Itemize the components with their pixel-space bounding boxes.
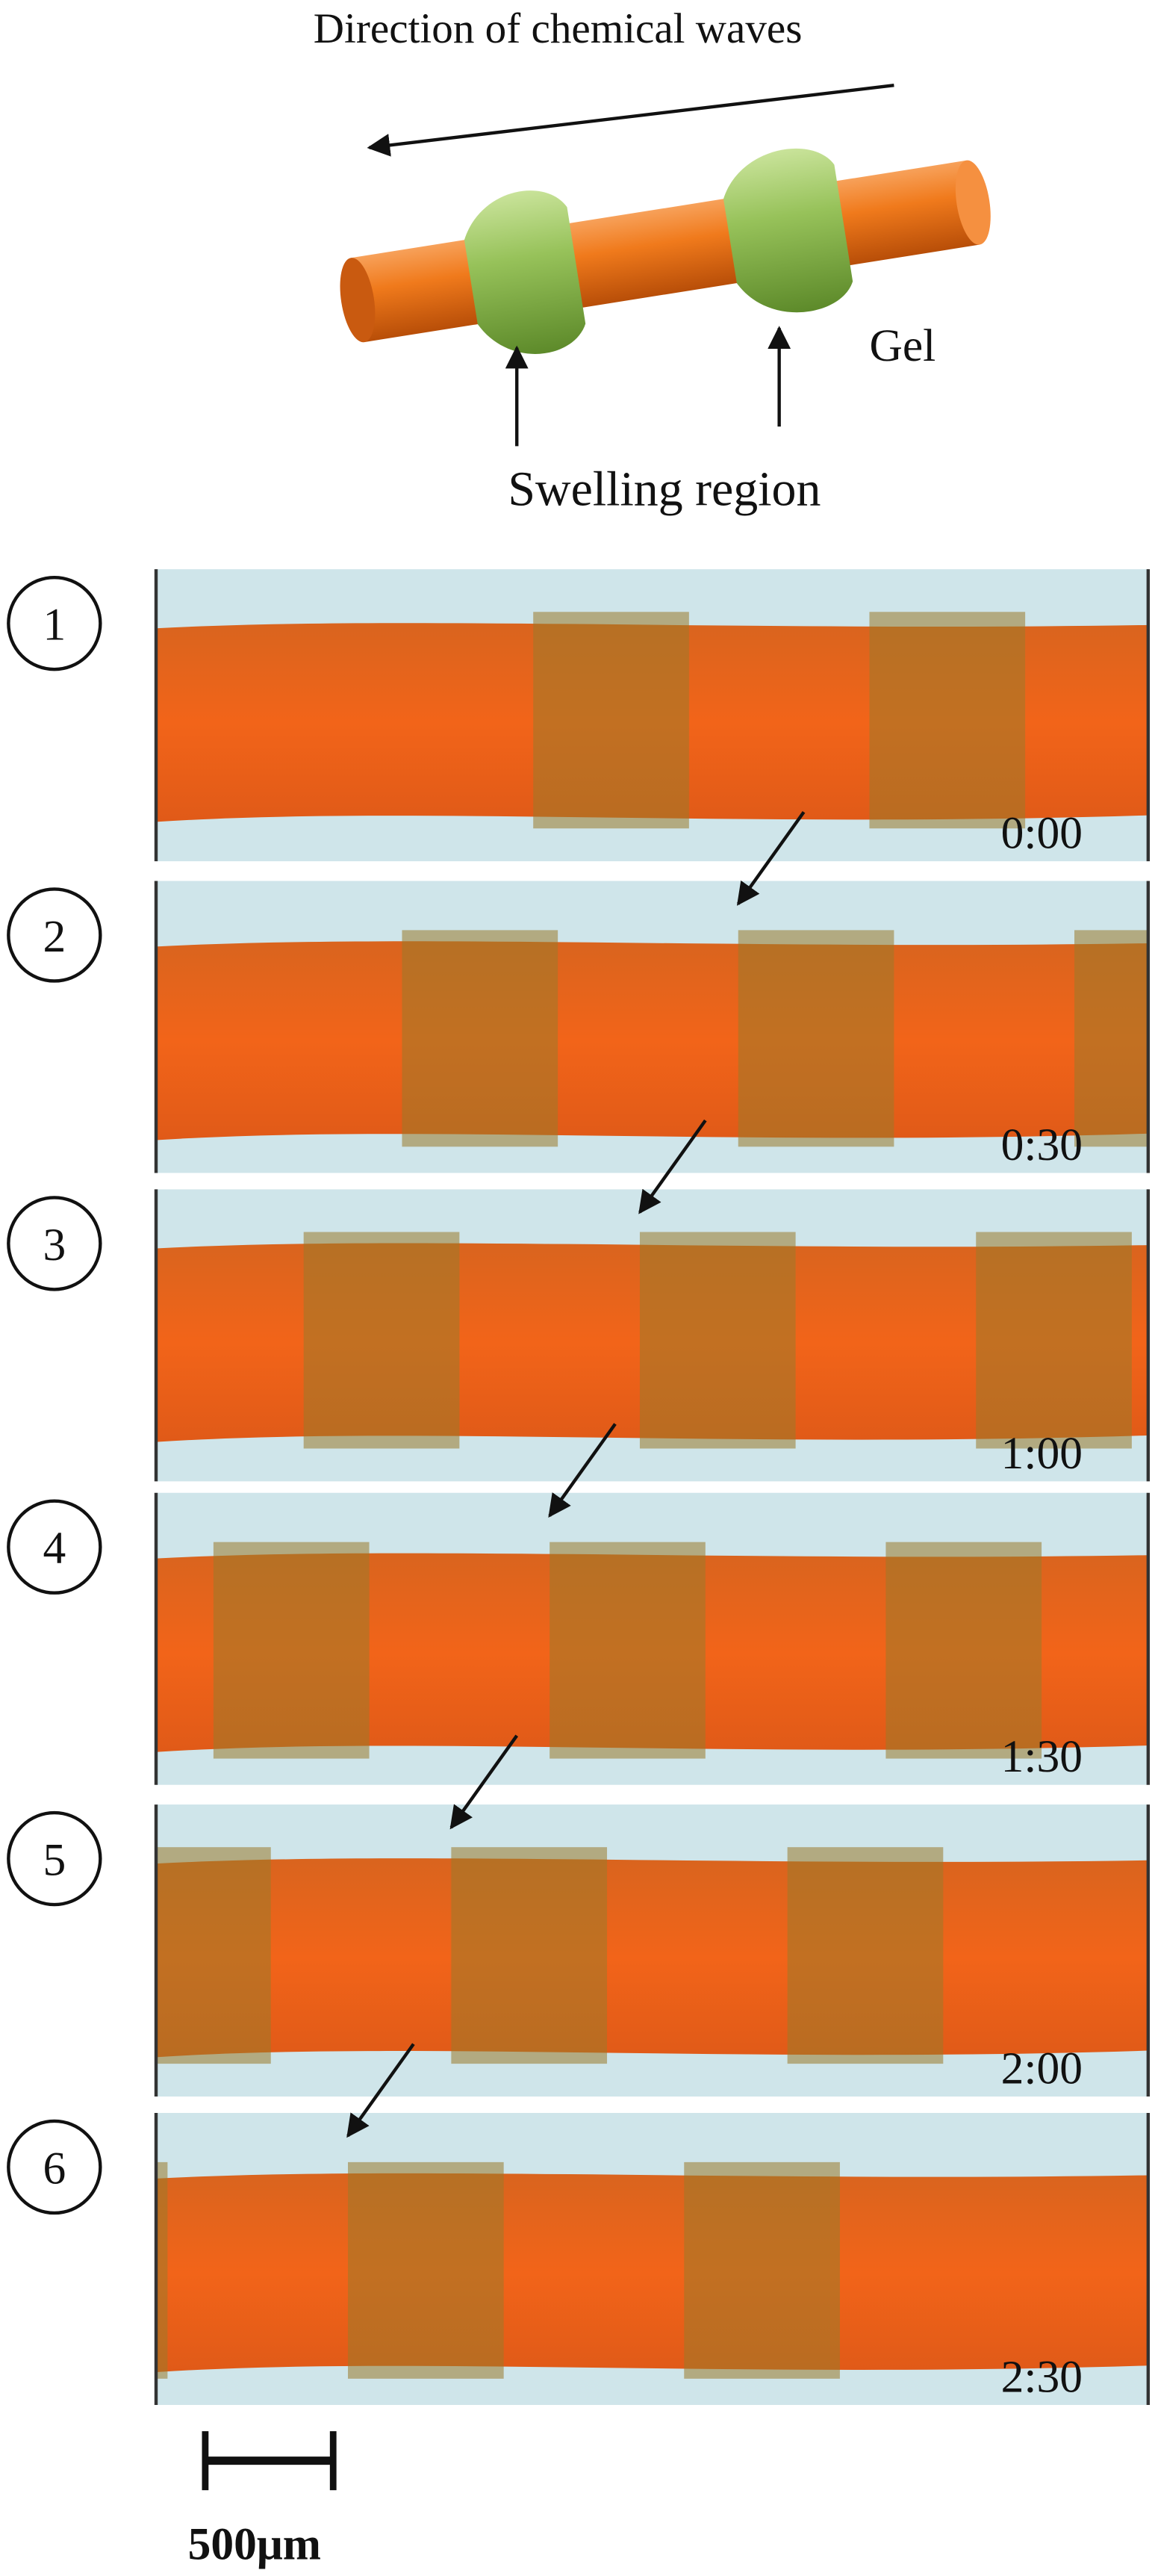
- panel-number-circle: [7, 1499, 102, 1595]
- gel-band: [156, 1858, 1148, 2058]
- panel-number: 6: [43, 2143, 66, 2194]
- gel-band: [156, 2173, 1148, 2373]
- swelling-region: [684, 2161, 840, 2379]
- swelling-label: Swelling region: [508, 462, 821, 517]
- wave-arrow: [638, 1119, 707, 1214]
- panel-number: 5: [43, 1835, 66, 1886]
- swelling-region: [639, 1232, 796, 1449]
- gel-band: [156, 941, 1148, 1140]
- time-label: 2:30: [1001, 2351, 1083, 2402]
- swelling-region: [976, 1232, 1132, 1449]
- swelling-region: [787, 1847, 944, 2064]
- gel-cylinder: [340, 149, 991, 354]
- direction-arrow: [367, 84, 894, 157]
- swelling-region: [451, 1847, 608, 2064]
- panel-number: 4: [43, 1523, 66, 1574]
- panel-number-circle: [7, 575, 102, 671]
- time-label: 0:00: [1001, 808, 1083, 859]
- panel-number-circle: [7, 887, 102, 983]
- swelling-region: [156, 1847, 271, 2064]
- swelling-region: [738, 930, 894, 1147]
- swelling-region: [156, 2161, 168, 2379]
- swelling-region: [885, 1542, 1042, 1759]
- wave-arrow: [548, 1423, 617, 1518]
- panels: 1 0:00 2 0:30 3 1:00 4 1:30 5 2:00 6 2:30: [7, 569, 1151, 2405]
- wave-arrow: [736, 810, 806, 906]
- time-label: 1:00: [1001, 1428, 1083, 1479]
- panel-number: 1: [43, 600, 66, 651]
- swelling-region: [533, 612, 689, 829]
- swelling-region: [348, 2161, 504, 2379]
- scale-label: 500μm: [188, 2518, 321, 2569]
- swelling-region: [1074, 930, 1148, 1147]
- panel-number-circle: [7, 1810, 102, 1907]
- gel-label: Gel: [869, 320, 935, 371]
- swelling-region: [550, 1542, 706, 1759]
- panel-number-circle: [7, 1196, 102, 1291]
- swelling-region: [303, 1232, 460, 1449]
- time-label: 2:00: [1001, 2043, 1083, 2094]
- direction-label: Direction of chemical waves: [314, 5, 803, 52]
- swelling-region: [213, 1542, 370, 1759]
- swelling-region: [402, 930, 558, 1147]
- wave-arrow: [346, 2043, 415, 2138]
- panel-number: 3: [43, 1220, 66, 1270]
- panel-number: 2: [43, 911, 66, 962]
- time-label: 0:30: [1001, 1120, 1083, 1170]
- panel-number-circle: [7, 2119, 102, 2215]
- wave-arrow: [449, 1734, 519, 1830]
- swelling-region: [869, 612, 1026, 829]
- time-label: 1:30: [1001, 1731, 1083, 1782]
